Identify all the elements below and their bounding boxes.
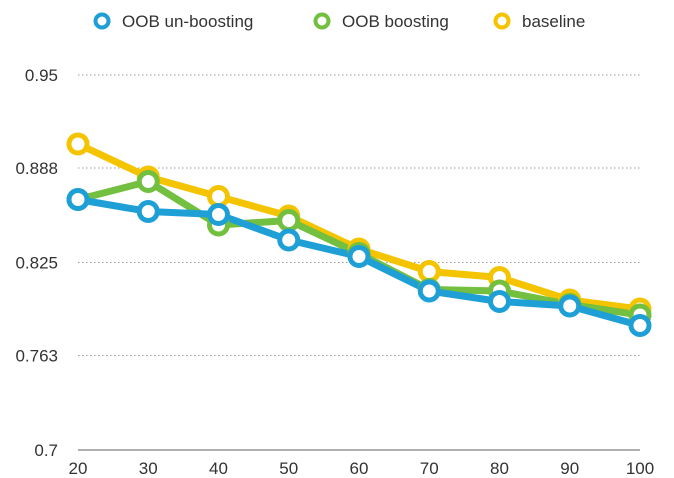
y-tick-label: 0.95	[25, 66, 58, 85]
legend-label: baseline	[522, 12, 585, 31]
data-point	[207, 203, 230, 226]
data-point	[277, 209, 301, 232]
series	[66, 132, 652, 337]
data-point	[488, 290, 511, 313]
y-tick-label: 0.825	[15, 254, 58, 273]
x-tick-label: 100	[626, 459, 654, 478]
x-tick-label: 60	[350, 459, 369, 478]
x-tick-label: 50	[279, 459, 298, 478]
legend-marker	[493, 12, 511, 30]
data-point	[136, 170, 160, 193]
legend-marker	[93, 12, 111, 30]
data-point	[277, 228, 301, 252]
x-tick-label: 40	[209, 459, 228, 478]
legend-label: OOB boosting	[342, 12, 449, 31]
x-tick-label: 30	[139, 459, 158, 478]
data-point	[558, 294, 582, 318]
data-point	[66, 188, 90, 211]
data-point	[347, 245, 371, 268]
y-tick-label: 0.7	[34, 441, 58, 460]
data-point	[66, 132, 90, 156]
legend-label: OOB un-boosting	[122, 12, 253, 31]
x-tick-label: 70	[420, 459, 439, 478]
series-line-2	[74, 140, 644, 313]
y-tick-label: 0.888	[15, 159, 58, 178]
y-tick-labels: 0.7 0.763 0.825 0.888 0.95	[15, 66, 58, 460]
data-point	[628, 314, 652, 337]
x-tick-labels: 20 30 40 50 60 70 80 90 100	[69, 459, 655, 478]
data-point	[417, 279, 441, 303]
y-tick-label: 0.763	[15, 347, 58, 366]
x-tick-label: 20	[69, 459, 88, 478]
x-tick-label: 90	[560, 459, 579, 478]
data-point	[136, 200, 160, 223]
data-point	[207, 185, 230, 208]
legend-marker	[313, 12, 331, 30]
data-point	[417, 260, 441, 283]
legend: OOB un-boosting OOB boosting baseline	[93, 12, 585, 31]
x-tick-label: 80	[490, 459, 509, 478]
